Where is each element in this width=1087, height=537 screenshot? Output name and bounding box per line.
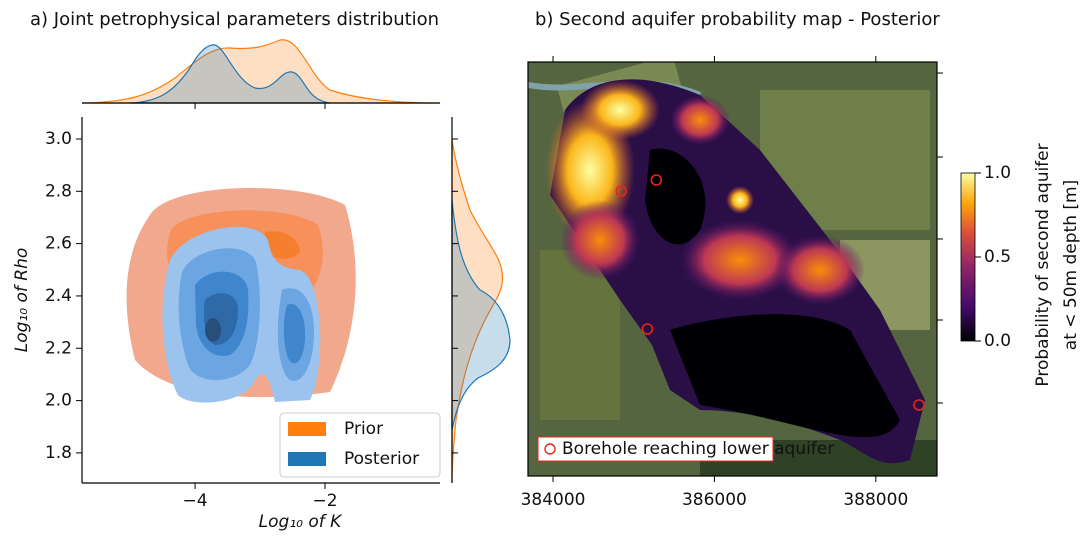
panel-title: b) Second aquifer probability map - Post…	[535, 9, 940, 30]
y-tick-label: 2.4	[45, 286, 72, 306]
colorbar-tick-label: 1.0	[984, 163, 1011, 183]
colorbar	[960, 172, 976, 342]
y-tick-label: 2.8	[45, 181, 72, 201]
y-tick-label: 3.0	[45, 129, 72, 149]
legend-marker	[544, 443, 556, 455]
colorbar-tick-label: 0.5	[984, 247, 1011, 267]
map-right-ticks	[937, 72, 943, 404]
legend-swatch	[288, 452, 326, 466]
x-tick-label: 384000	[521, 490, 586, 510]
y-tick-label: 1.8	[45, 443, 72, 463]
marginal-y	[451, 117, 511, 484]
x-tick-label: −4	[183, 491, 208, 511]
y-tick-label: 2.0	[45, 391, 72, 411]
x-tick-label: −2	[312, 491, 337, 511]
borehole	[641, 323, 654, 335]
y-tick-label: 2.6	[45, 234, 72, 254]
y-axis-label: Log₁₀ of Rho	[12, 248, 32, 352]
marginal-x	[81, 39, 441, 104]
map-legend-box	[537, 436, 774, 462]
colorbar-label: at < 50m depth [m]	[1061, 180, 1081, 350]
x-axis-label: Log₁₀ of K	[259, 512, 343, 532]
map-imagery	[528, 62, 937, 476]
colorbar-label: Probability of second aquifer	[1033, 143, 1053, 386]
legend-label: Prior	[344, 419, 383, 439]
borehole	[650, 174, 663, 186]
borehole	[615, 185, 628, 197]
map-frame	[527, 61, 938, 477]
kde-contours	[126, 188, 356, 403]
colorbar-tick-label: 0.0	[984, 331, 1011, 351]
y-tick-label: 2.2	[45, 338, 72, 358]
legend-label: Borehole reaching lower aquifer	[562, 439, 834, 459]
borehole	[913, 399, 925, 411]
legend-swatch	[288, 422, 326, 436]
legend-label: Posterior	[344, 449, 419, 469]
x-tick-label: 388000	[843, 490, 908, 510]
x-tick-label: 386000	[682, 490, 747, 510]
panel-title: a) Joint petrophysical parameters distri…	[30, 9, 439, 30]
